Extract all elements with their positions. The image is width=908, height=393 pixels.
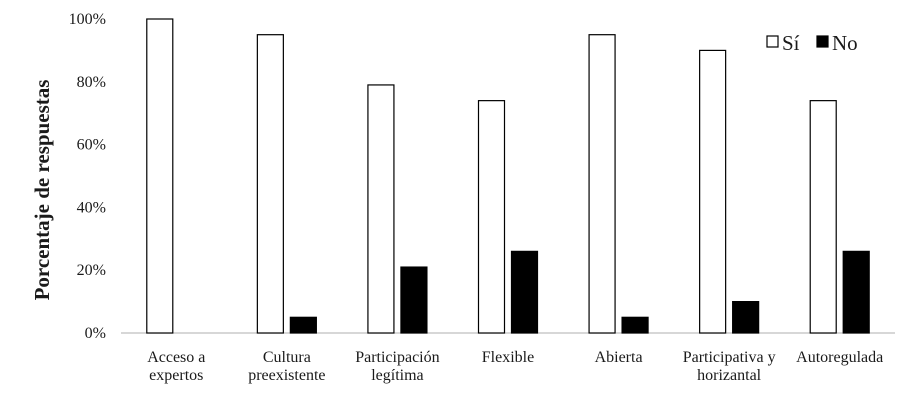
bars-group (146, 18, 870, 334)
category-label: Flexible (482, 349, 534, 366)
bar-si (809, 100, 837, 334)
bar-si (367, 84, 395, 334)
legend-label-no: No (832, 31, 858, 55)
bar-si (477, 100, 506, 334)
bar-si (146, 18, 174, 334)
y-tick-label: 100% (69, 11, 106, 28)
category-label: Cultura preexistente (248, 349, 325, 384)
bar-no (400, 266, 428, 334)
category-label: Participativa y horizantal (683, 349, 776, 384)
bar-no (289, 316, 317, 334)
bar-no (842, 250, 870, 334)
bar-si (699, 49, 727, 334)
category-label: Abierta (595, 349, 643, 366)
category-label: Autoregulada (796, 349, 883, 366)
bar-no (510, 250, 539, 334)
y-tick-label: 60% (77, 137, 106, 154)
legend-swatch-si (766, 35, 779, 48)
category-label: Acceso a expertos (147, 349, 205, 384)
y-axis-label: Porcentaje de respuestas (30, 80, 54, 301)
bar-si (256, 34, 284, 334)
category-labels: Acceso a expertos Cultura preexistente Parti… (147, 349, 883, 384)
legend-swatch-no (816, 35, 829, 48)
y-axis-ticks: 0% 20% 40% 60% 80% 100% (69, 11, 106, 342)
y-tick-label: 20% (77, 262, 106, 279)
bar-no (621, 316, 649, 334)
bar-si (588, 34, 616, 334)
legend-label-si: Sí (782, 31, 800, 55)
y-tick-label: 40% (77, 199, 106, 216)
legend: Sí No (766, 31, 858, 55)
y-tick-label: 80% (77, 74, 106, 91)
y-tick-label: 0% (85, 325, 106, 342)
category-label: Participación legítima (355, 349, 439, 384)
bar-no (732, 301, 760, 334)
